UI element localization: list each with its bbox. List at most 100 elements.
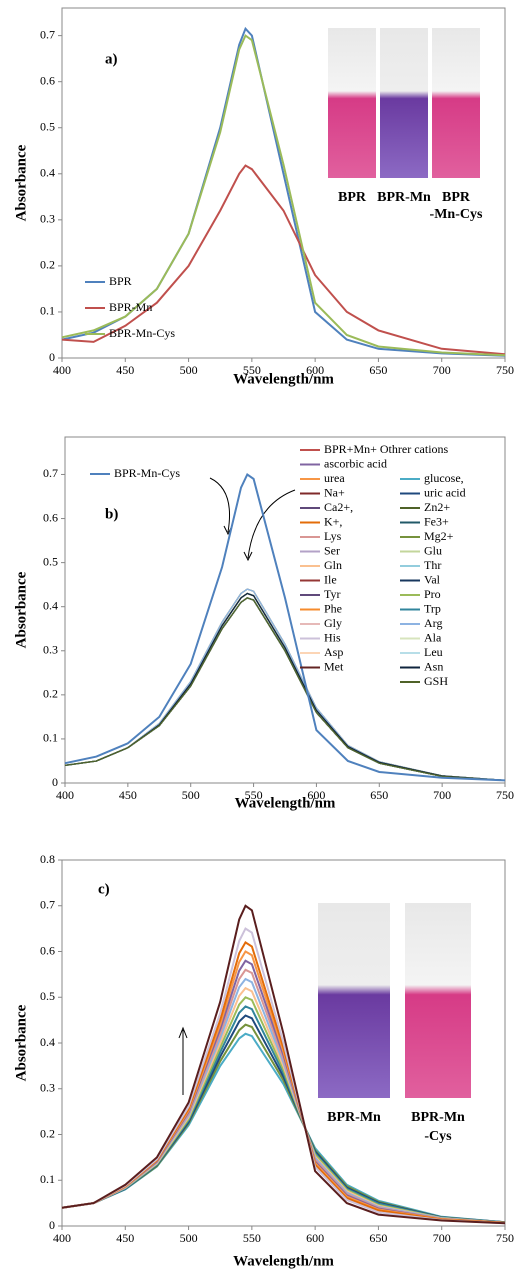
legend-label: Ca2+, — [324, 500, 353, 514]
vial-photo — [328, 28, 376, 178]
x-tick-label: 750 — [496, 363, 514, 377]
legend-label: Pro — [424, 587, 441, 601]
legend-label: Val — [424, 572, 441, 586]
x-tick-label: 500 — [180, 1231, 198, 1245]
x-axis-title: Wavelength/nm — [235, 795, 336, 811]
y-tick-label: 0.5 — [43, 554, 58, 568]
vial-photo — [380, 28, 428, 178]
x-tick-label: 450 — [116, 363, 134, 377]
y-tick-label: 0.2 — [43, 687, 58, 701]
y-tick-label: 0.8 — [40, 852, 55, 866]
legend-label: BPR-Mn — [109, 300, 152, 314]
y-tick-label: 0.6 — [43, 510, 58, 524]
legend-label: BPR — [109, 274, 132, 288]
y-tick-label: 0.7 — [40, 27, 55, 41]
y-tick-label: 0.2 — [40, 258, 55, 272]
legend-label: BPR+Mn+ Othrer cations — [324, 442, 449, 456]
x-tick-label: 550 — [243, 363, 261, 377]
y-tick-label: 0.2 — [40, 1126, 55, 1140]
x-tick-label: 600 — [306, 363, 324, 377]
y-tick-label: 0.1 — [40, 304, 55, 318]
x-tick-label: 700 — [433, 363, 451, 377]
photo-label: BPR-Mn — [327, 1110, 381, 1125]
x-tick-label: 500 — [180, 363, 198, 377]
x-tick-label: 750 — [496, 788, 514, 802]
legend-label: urea — [324, 471, 345, 485]
x-tick-label: 750 — [496, 1231, 514, 1245]
legend-label: Leu — [424, 645, 443, 659]
y-tick-label: 0.7 — [43, 466, 58, 480]
panel-label: c) — [98, 881, 110, 897]
vial-photo — [432, 28, 480, 178]
legend-label: His — [324, 630, 341, 644]
legend-label: Zn2+ — [424, 500, 450, 514]
legend-label: Gly — [324, 616, 342, 630]
plot-frame — [64, 436, 506, 784]
x-tick-label: 600 — [307, 788, 325, 802]
legend-label: Gln — [324, 558, 342, 572]
arrow — [209, 477, 231, 533]
y-tick-label: 0.6 — [40, 943, 55, 957]
photo-label: BPR-Mn — [377, 190, 431, 205]
series-line — [64, 597, 506, 782]
series-line — [61, 904, 506, 1225]
y-tick-label: 0 — [52, 775, 58, 789]
x-axis-title: Wavelength/nm — [233, 1253, 334, 1269]
photo-label: -Mn-Cys — [430, 207, 483, 222]
y-tick-label: 0.4 — [40, 1035, 55, 1049]
photo-insets — [318, 28, 480, 1098]
y-tick-label: 0.4 — [40, 166, 55, 180]
legend-label: Ala — [424, 630, 442, 644]
y-tick-label: 0.3 — [40, 1081, 55, 1095]
legend-label: Fe3+ — [424, 514, 449, 528]
legend-label: Met — [324, 659, 344, 673]
y-tick-label: 0.6 — [40, 73, 55, 87]
y-axis-title: Absorbance — [13, 144, 29, 221]
photo-label: -Cys — [424, 1129, 452, 1144]
legend-label: K+, — [324, 514, 342, 528]
y-tick-label: 0.4 — [43, 598, 58, 612]
x-tick-label: 500 — [182, 788, 200, 802]
x-tick-label: 650 — [369, 363, 387, 377]
y-axis-title: Absorbance — [13, 571, 29, 648]
y-tick-label: 0.7 — [40, 898, 55, 912]
legend-label: Glu — [424, 543, 442, 557]
legend-label: Thr — [424, 558, 441, 572]
legend-label: BPR-Mn-Cys — [109, 326, 175, 340]
y-tick-label: 0.3 — [40, 212, 55, 226]
legend-label: Phe — [324, 601, 342, 615]
legend-label: Ser — [324, 543, 340, 557]
arrow-head — [178, 1026, 188, 1039]
legend-label: glucose, — [424, 471, 464, 485]
legend-label: GSH — [424, 674, 448, 688]
y-axis-title: Absorbance — [13, 1004, 29, 1081]
legend-label: Ile — [324, 572, 337, 586]
plot-frame — [61, 7, 506, 359]
legend-label: Tyr — [324, 587, 341, 601]
x-tick-label: 550 — [245, 788, 263, 802]
x-tick-label: 550 — [243, 1231, 261, 1245]
panel-label: a) — [105, 51, 118, 67]
arrow-head — [243, 551, 253, 562]
legend-label: Mg2+ — [424, 529, 454, 543]
x-tick-label: 450 — [119, 788, 137, 802]
y-tick-label: 0.1 — [40, 1172, 55, 1186]
x-tick-label: 700 — [433, 1231, 451, 1245]
legend-label: BPR-Mn-Cys — [114, 466, 180, 480]
y-tick-label: 0.3 — [43, 643, 58, 657]
series-line — [61, 164, 506, 356]
x-tick-label: 400 — [56, 788, 74, 802]
photo-label: BPR — [338, 190, 367, 205]
y-tick-label: 0 — [49, 350, 55, 364]
legend-label: Na+ — [324, 485, 345, 499]
vial-photo — [318, 903, 390, 1098]
legend-label: Arg — [424, 616, 442, 630]
series-line — [64, 473, 506, 782]
panel-label: b) — [105, 506, 118, 522]
legend-label: Trp — [424, 601, 441, 615]
x-tick-label: 400 — [53, 1231, 71, 1245]
vial-photo — [405, 903, 471, 1098]
x-axis-title: Wavelength/nm — [233, 371, 334, 387]
legend-label: Asn — [424, 659, 443, 673]
